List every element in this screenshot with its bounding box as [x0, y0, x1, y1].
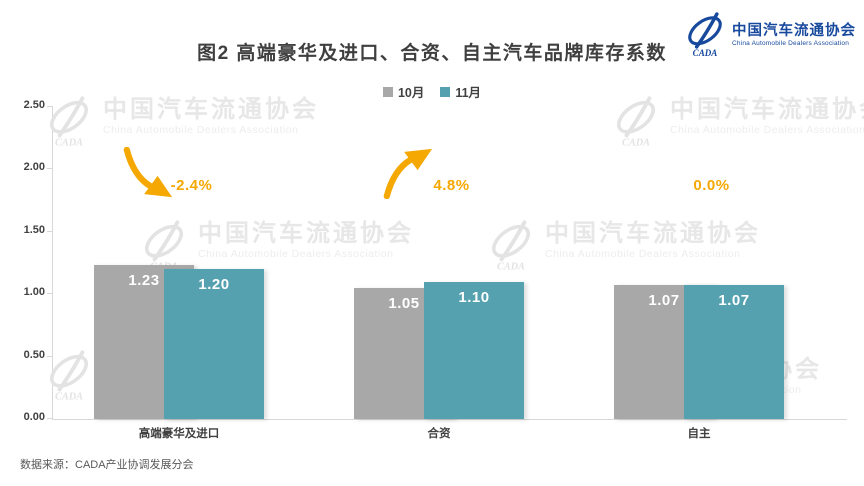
- change-annotation: 4.8%: [354, 147, 524, 209]
- legend-label: 11月: [455, 86, 482, 100]
- y-axis-label: 1.50: [23, 223, 45, 236]
- watermark-text-cn: 中国汽车流通协会: [103, 96, 319, 123]
- cada-swoosh-icon: CADA: [617, 96, 655, 148]
- bar-value-label: 1.20: [198, 276, 230, 293]
- cada-swoosh-icon: CADA: [688, 12, 722, 58]
- y-axis-tick: [47, 230, 53, 232]
- cada-swoosh-icon: CADA: [50, 350, 88, 402]
- bar-group: 1.05 1.10: [354, 107, 524, 419]
- chart-title: 图2 高端豪华及进口、合资、自主汽车品牌库存系数: [197, 43, 667, 64]
- y-axis-label: 2.00: [23, 161, 45, 174]
- y-axis-label: 2.50: [23, 99, 45, 111]
- bar-value-label: 1.07: [718, 292, 750, 309]
- down-trend-arrow-icon: [123, 147, 173, 198]
- svg-text:CADA: CADA: [55, 138, 83, 148]
- watermark: CADA 中国汽车流通协会 China Automobile Dealers A…: [612, 96, 864, 148]
- y-axis-tick: [47, 418, 53, 419]
- watermark-text-cn: 中国汽车流通协会: [198, 220, 414, 247]
- svg-text:CADA: CADA: [55, 392, 83, 402]
- svg-text:CADA: CADA: [693, 48, 718, 58]
- cada-swoosh-icon: CADA: [684, 12, 726, 58]
- bar-nov: 1.20: [164, 269, 264, 419]
- cada-logo: CADA 中国汽车流通协会 China Automobile Dealers A…: [684, 12, 856, 58]
- up-trend-arrow-icon: [383, 148, 433, 199]
- cada-swoosh-icon: CADA: [492, 220, 530, 272]
- change-percent-label: 4.8%: [433, 177, 470, 194]
- svg-text:CADA: CADA: [497, 262, 525, 272]
- logo-text-cn: 中国汽车流通协会: [732, 22, 856, 39]
- watermark: CADA 中国汽车流通协会 China Automobile Dealers A…: [487, 220, 761, 272]
- y-axis-label: 0.50: [23, 348, 45, 361]
- svg-text:CADA: CADA: [622, 138, 650, 148]
- bar-value-label: 1.23: [128, 272, 160, 289]
- watermark-text-en: China Automobile Dealers Association: [545, 248, 741, 260]
- bar-value-label: 1.07: [648, 292, 680, 309]
- bar-nov: 1.07: [684, 285, 784, 419]
- y-axis-tick: [47, 168, 53, 170]
- legend-item: 11月: [440, 82, 481, 101]
- category-label: 合资: [427, 428, 451, 440]
- watermark: CADA 中国汽车流通协会 China Automobile Dealers A…: [140, 220, 414, 272]
- watermark: CADA 中国汽车流通协会 China Automobile Dealers A…: [45, 96, 319, 148]
- bar-chart: 0.00 0.50 1.00 1.50 2.00 2.50 1.23 1.20 …: [24, 99, 847, 440]
- bar-group: 1.07 1.07: [614, 107, 784, 419]
- change-annotation: 0.0%: [614, 147, 784, 209]
- y-axis-tick: [47, 106, 53, 107]
- legend-item: 10月: [382, 82, 425, 101]
- legend-label: 10月: [397, 86, 425, 100]
- data-source-note: 数据来源：CADA产业协调发展分会: [20, 459, 194, 471]
- bar-nov: 1.10: [424, 282, 524, 419]
- bar-group: 1.23 1.20: [94, 107, 264, 419]
- cada-swoosh-icon: CADA: [50, 96, 88, 148]
- legend-swatch: [382, 86, 393, 97]
- legend-swatch: [440, 86, 451, 97]
- y-axis-tick: [47, 293, 53, 295]
- y-axis-label: 0.00: [23, 411, 45, 423]
- change-annotation: -2.4%: [94, 147, 264, 209]
- bar-value-label: 1.10: [458, 289, 490, 306]
- change-percent-label: -2.4%: [170, 177, 213, 194]
- watermark-text-en: China Automobile Dealers Association: [198, 248, 394, 260]
- category-label: 自主: [687, 428, 711, 440]
- watermark-text-cn: 中国汽车流通协会: [670, 96, 864, 123]
- bar-value-label: 1.05: [388, 295, 420, 312]
- change-percent-label: 0.0%: [693, 177, 730, 194]
- y-axis-tick: [47, 355, 53, 357]
- logo-text-en: China Automobile Dealers Association: [732, 39, 850, 47]
- legend: 10月 11月: [0, 82, 864, 101]
- category-label: 高端豪华及进口: [138, 428, 220, 440]
- y-axis-label: 1.00: [23, 286, 45, 299]
- watermark-text-en: China Automobile Dealers Association: [103, 124, 299, 136]
- watermark-text-en: China Automobile Dealers Association: [670, 124, 864, 136]
- watermark-text-cn: 中国汽车流通协会: [545, 220, 761, 247]
